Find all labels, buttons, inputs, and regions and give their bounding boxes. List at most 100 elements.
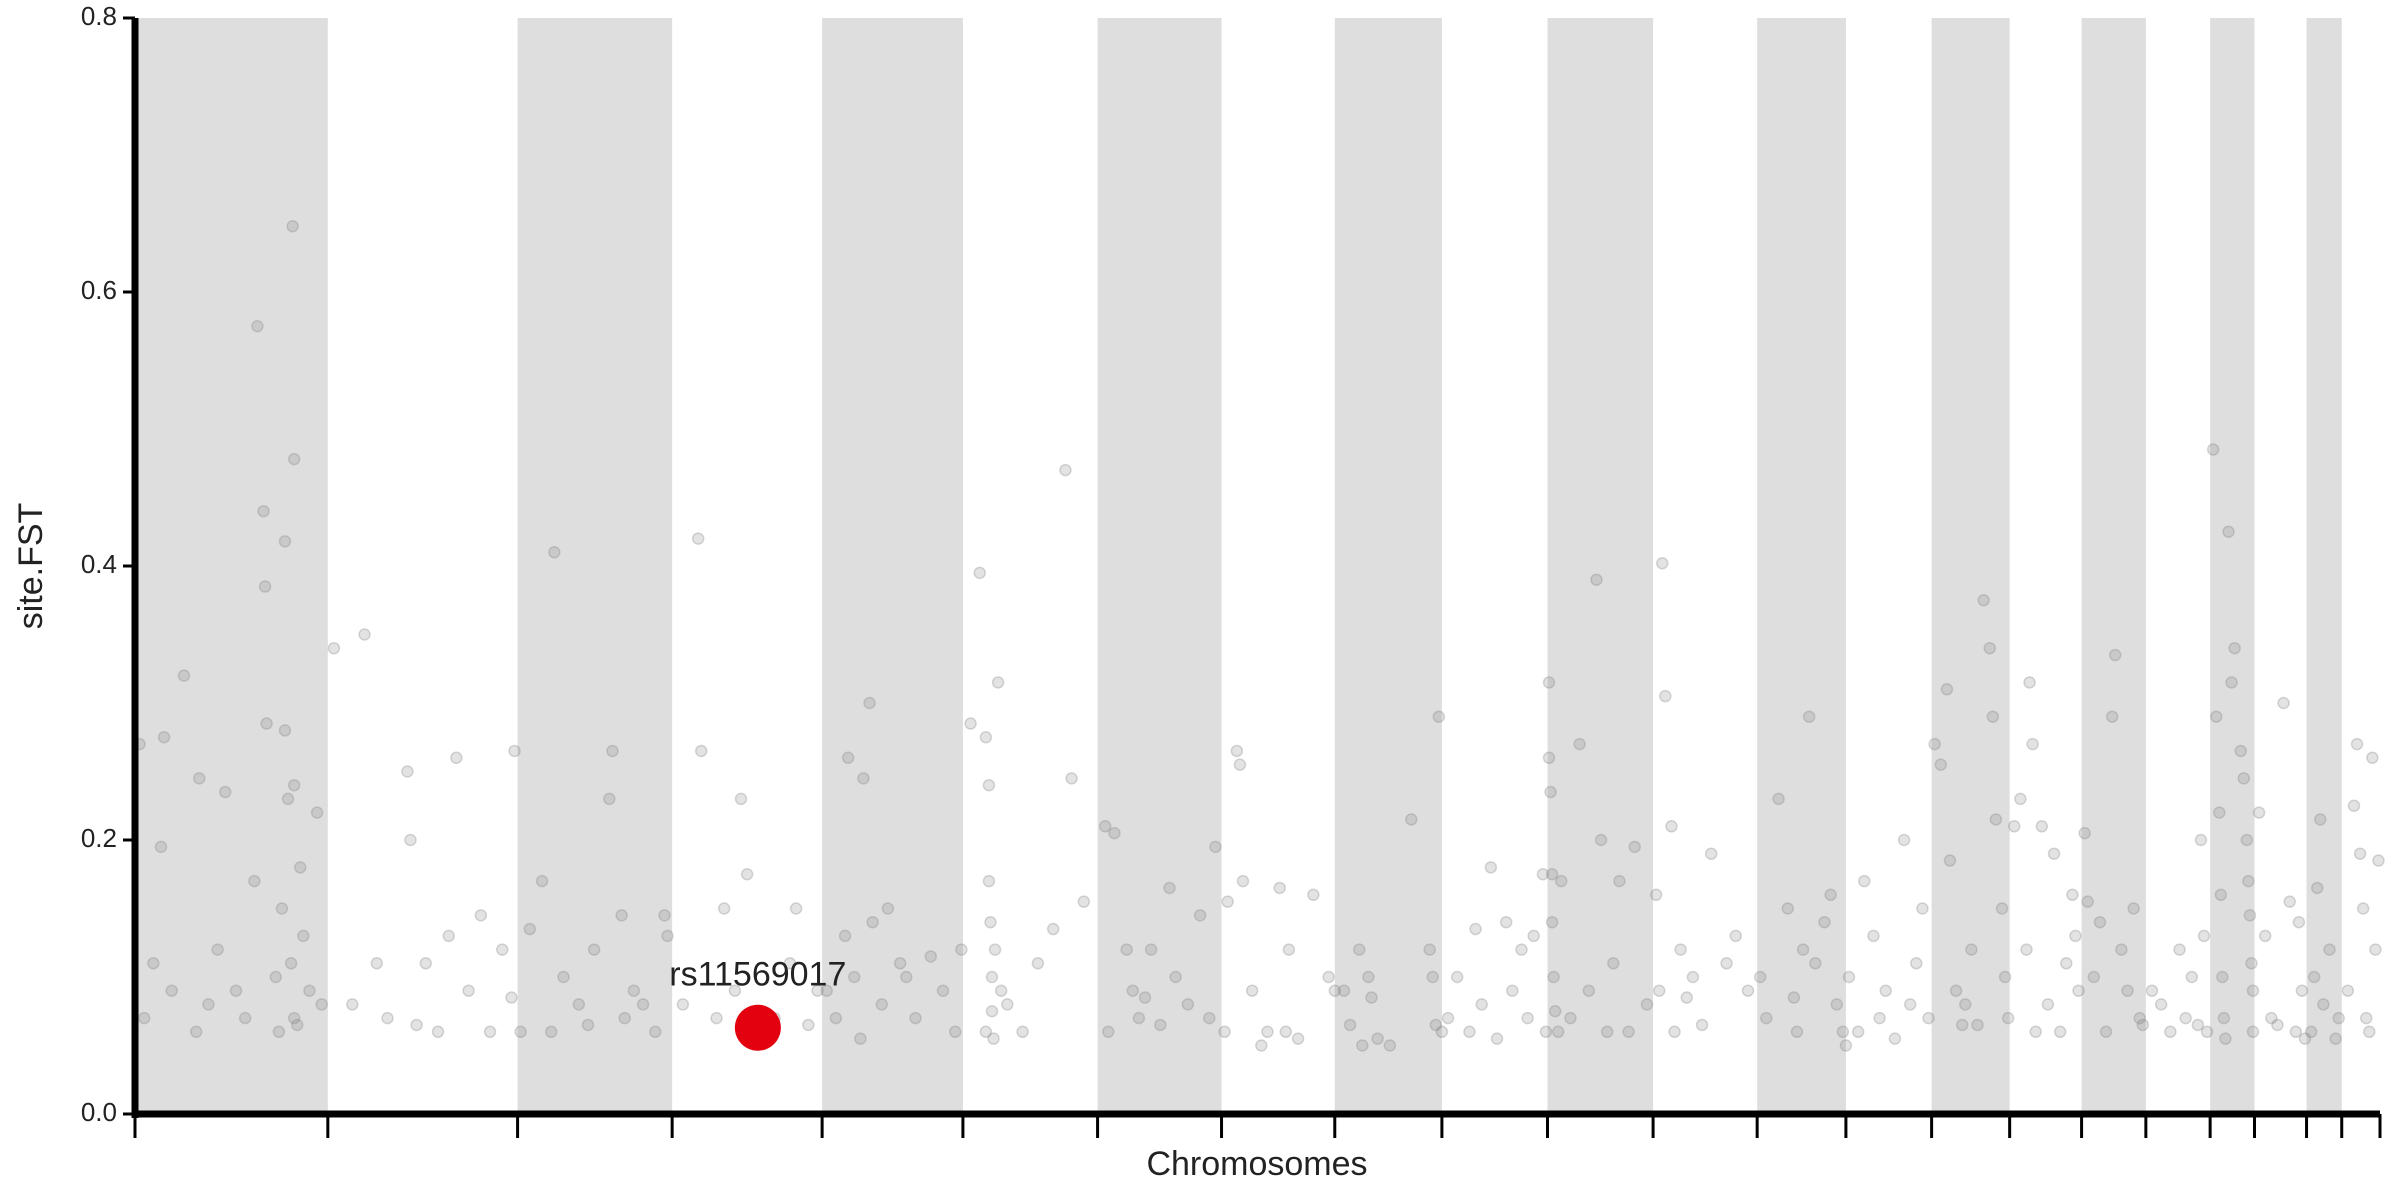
point (1542, 676, 1556, 689)
point (2078, 826, 2091, 840)
point (1607, 957, 1620, 970)
point (1291, 1032, 1305, 1045)
point (2194, 833, 2208, 847)
point (994, 984, 1008, 997)
point (728, 984, 742, 997)
point (1218, 1025, 1231, 1039)
point (783, 957, 797, 970)
point-label: rs11569017 (669, 956, 846, 994)
point (1255, 1039, 1268, 1052)
point (2265, 1011, 2278, 1025)
point (483, 1025, 497, 1039)
point (1590, 573, 1603, 586)
chromosome-band (2210, 18, 2255, 1114)
y-tick-label: 0.6 (81, 275, 117, 305)
point (2154, 998, 2168, 1011)
point (1279, 1025, 1293, 1039)
point (2069, 929, 2082, 943)
point (2191, 1018, 2205, 1032)
point (1108, 826, 1121, 840)
point (636, 998, 650, 1011)
point (985, 970, 999, 984)
chromosome-band (1547, 18, 1654, 1114)
point (615, 909, 628, 922)
point (924, 950, 938, 963)
point (1628, 840, 1641, 854)
point (2350, 737, 2364, 751)
point (2292, 915, 2306, 929)
point (1307, 888, 1320, 902)
point (2323, 943, 2336, 956)
point (286, 219, 299, 233)
point (2363, 1025, 2376, 1039)
point (1665, 820, 1678, 833)
point (1674, 943, 1687, 956)
point (1383, 1039, 1397, 1052)
x-axis-title: Chromosomes (1146, 1145, 1367, 1183)
point (991, 676, 1005, 689)
point (2072, 984, 2085, 997)
point (346, 998, 359, 1011)
point (147, 957, 160, 970)
point (2127, 902, 2140, 915)
point (1221, 895, 1234, 908)
point (2179, 1011, 2192, 1025)
point (1542, 751, 1556, 765)
point (893, 957, 907, 970)
point (1193, 909, 1207, 922)
point (287, 778, 301, 792)
point (964, 717, 977, 730)
point (1356, 1039, 1369, 1052)
point (508, 744, 521, 758)
point (909, 1011, 922, 1025)
point (1441, 1011, 1455, 1025)
point (1613, 874, 1626, 888)
point (1555, 874, 1568, 888)
point (2366, 751, 2379, 765)
point (1836, 1025, 1850, 1039)
point (1995, 902, 2009, 915)
point (2246, 984, 2260, 997)
point (1046, 922, 1060, 936)
point (2173, 943, 2186, 956)
point (1867, 929, 1880, 943)
point (2035, 820, 2049, 833)
point (1668, 1025, 1681, 1039)
point (2222, 525, 2235, 538)
chromosome-band (1757, 18, 1846, 1114)
point (462, 984, 475, 997)
point (627, 984, 641, 997)
point (275, 902, 289, 915)
point (1098, 820, 1112, 833)
y-tick-label: 0.8 (81, 1, 117, 31)
point (154, 840, 168, 854)
point (177, 669, 191, 682)
point (587, 943, 601, 956)
point (1484, 861, 1498, 874)
point (606, 744, 619, 758)
point (875, 998, 889, 1011)
point (2026, 737, 2039, 751)
point (2023, 676, 2036, 689)
point (661, 929, 674, 943)
point (1469, 922, 1482, 936)
point (949, 1025, 962, 1039)
point (982, 778, 996, 792)
point (1830, 998, 1843, 1011)
point (2341, 984, 2355, 997)
point (1521, 1011, 1534, 1025)
point (979, 731, 993, 744)
point (829, 1011, 843, 1025)
point (1163, 881, 1176, 895)
point (1839, 1039, 1853, 1052)
point (2314, 813, 2327, 826)
point (284, 957, 298, 970)
point (1986, 710, 2000, 723)
point (1781, 902, 1795, 915)
point (2115, 943, 2128, 956)
point (419, 957, 433, 970)
point (2311, 881, 2324, 895)
point (1233, 758, 1247, 771)
point (1818, 915, 1831, 929)
point (272, 1025, 286, 1039)
